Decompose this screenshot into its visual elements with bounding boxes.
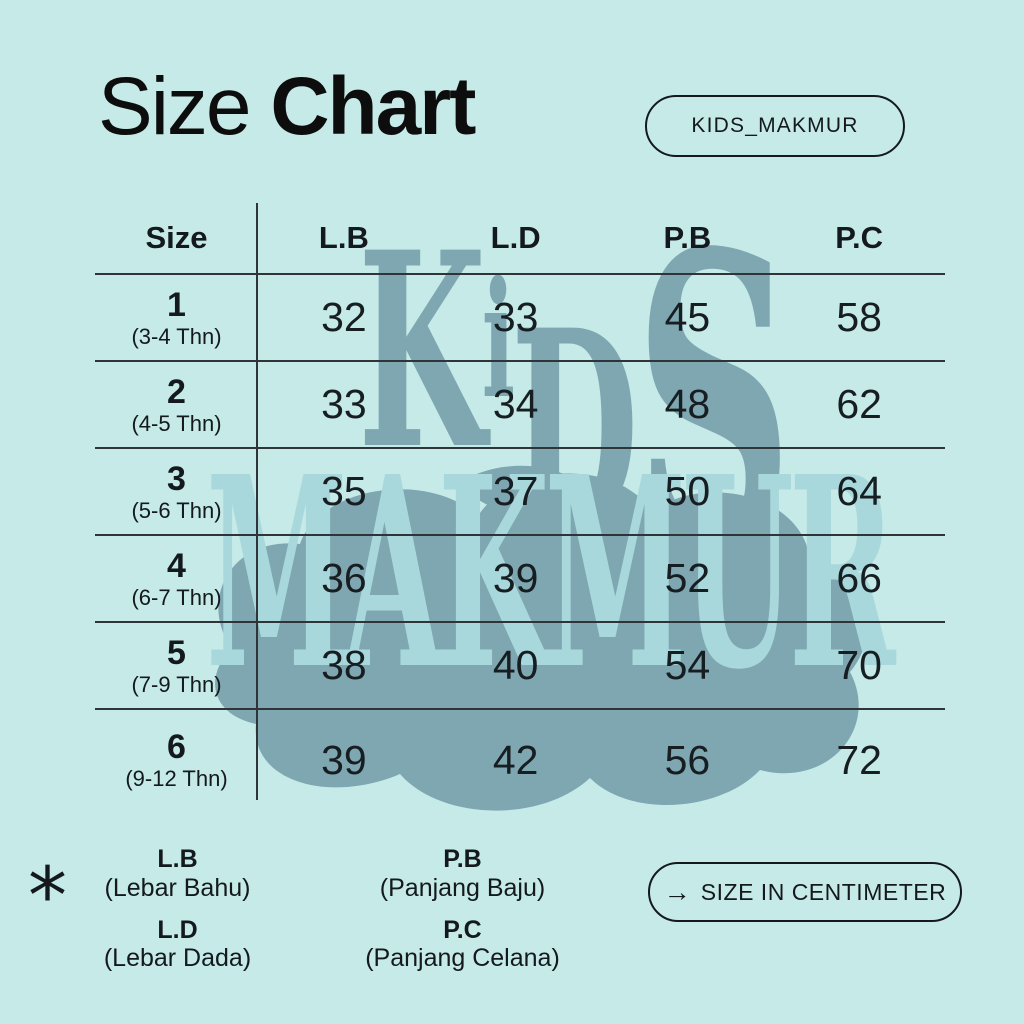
legend-full: (Lebar Dada) [103, 944, 252, 973]
size-unit-button[interactable]: → SIZE IN CENTIMETER [648, 862, 962, 922]
size-number: 2 [167, 372, 186, 411]
table-body: 1 (3-4 Thn) 32 33 45 58 2 (4-5 Thn) 33 3… [95, 275, 945, 810]
value-cell: 45 [664, 294, 711, 340]
size-cell: 4 (6-7 Thn) [95, 547, 258, 610]
legend-abbr: P.B [443, 845, 482, 873]
asterisk-marker: * [28, 852, 67, 942]
table-row: 3 (5-6 Thn) 35 37 50 64 [95, 449, 945, 536]
table-row: 6 (9-12 Thn) 39 42 56 72 [95, 710, 945, 810]
legend-item: L.B (Lebar Bahu) [75, 845, 280, 903]
size-number: 5 [167, 633, 186, 672]
size-age-range: (6-7 Thn) [131, 584, 222, 610]
value-cell: 58 [836, 294, 882, 340]
value-cell: 38 [321, 642, 367, 688]
legend-item: P.B (Panjang Baju) [330, 845, 595, 903]
size-number: 1 [167, 285, 186, 324]
size-age-range: (4-5 Thn) [131, 410, 222, 436]
value-cell: 56 [664, 736, 711, 783]
brand-badge-label: KIDS_MAKMUR [691, 114, 859, 137]
table-row: 2 (4-5 Thn) 33 34 48 62 [95, 362, 945, 449]
size-number: 6 [167, 728, 186, 767]
size-number: 4 [167, 546, 186, 585]
table-row: 5 (7-9 Thn) 38 40 54 70 [95, 623, 945, 710]
size-age-range: (7-9 Thn) [131, 671, 222, 697]
size-age-range: (5-6 Thn) [131, 497, 222, 523]
brand-badge-button[interactable]: KIDS_MAKMUR [645, 95, 905, 157]
value-cell: 40 [492, 642, 539, 688]
size-table: Size L.B L.D P.B P.C 1 (3-4 Thn) 32 33 4… [95, 203, 945, 810]
right-arrow-icon: → [663, 876, 691, 907]
size-cell: 2 (4-5 Thn) [95, 373, 258, 436]
table-row: 1 (3-4 Thn) 32 33 45 58 [95, 275, 945, 362]
value-cell: 72 [836, 736, 882, 783]
page-title-regular: Size [98, 61, 252, 152]
value-cell: 66 [836, 555, 882, 601]
column-header-pb: P.B [663, 220, 712, 255]
value-cell: 54 [664, 642, 711, 688]
value-cell: 39 [492, 555, 539, 601]
size-age-range: (3-4 Thn) [131, 323, 222, 349]
table-vertical-divider [256, 203, 258, 800]
size-cell: 1 (3-4 Thn) [95, 286, 258, 349]
value-cell: 32 [321, 294, 367, 340]
size-cell: 6 (9-12 Thn) [95, 728, 258, 791]
value-cell: 50 [664, 468, 711, 514]
size-cell: 3 (5-6 Thn) [95, 460, 258, 523]
page-title-bold: Chart [270, 61, 476, 152]
legend-left-column: L.B (Lebar Bahu) L.D (Lebar Dada) [75, 845, 280, 973]
size-age-range: (9-12 Thn) [125, 766, 228, 792]
column-header-size: Size [145, 220, 208, 255]
value-cell: 35 [321, 468, 367, 514]
legend-full: (Panjang Baju) [379, 873, 546, 902]
value-cell: 70 [836, 642, 882, 688]
value-cell: 62 [836, 381, 882, 427]
legend-item: P.C (Panjang Celana) [330, 916, 595, 974]
size-unit-label: SIZE IN CENTIMETER [700, 878, 947, 905]
legend-item: L.D (Lebar Dada) [75, 916, 280, 974]
size-cell: 5 (7-9 Thn) [95, 634, 258, 697]
column-header-ld: L.D [490, 220, 541, 255]
size-number: 3 [167, 459, 186, 498]
value-cell: 42 [492, 736, 539, 783]
legend-abbr: L.B [157, 845, 198, 873]
value-cell: 39 [321, 736, 367, 783]
table-row: 4 (6-7 Thn) 36 39 52 66 [95, 536, 945, 623]
column-header-lb: L.B [318, 220, 369, 255]
value-cell: 33 [492, 294, 539, 340]
value-cell: 33 [321, 381, 367, 427]
legend-full: (Lebar Bahu) [104, 873, 251, 902]
legend-full: (Panjang Celana) [365, 944, 560, 973]
page-title: Size Chart [98, 61, 476, 152]
value-cell: 37 [492, 468, 539, 514]
value-cell: 48 [664, 381, 711, 427]
column-header-pc: P.C [835, 220, 883, 255]
legend-abbr: L.D [157, 915, 198, 944]
table-header-row: Size L.B L.D P.B P.C [95, 203, 945, 275]
value-cell: 34 [492, 381, 539, 427]
legend-abbr: P.C [443, 915, 482, 944]
value-cell: 36 [321, 555, 367, 601]
value-cell: 52 [664, 555, 711, 601]
legend-right-column: P.B (Panjang Baju) P.C (Panjang Celana) [330, 845, 595, 973]
value-cell: 64 [836, 468, 882, 514]
